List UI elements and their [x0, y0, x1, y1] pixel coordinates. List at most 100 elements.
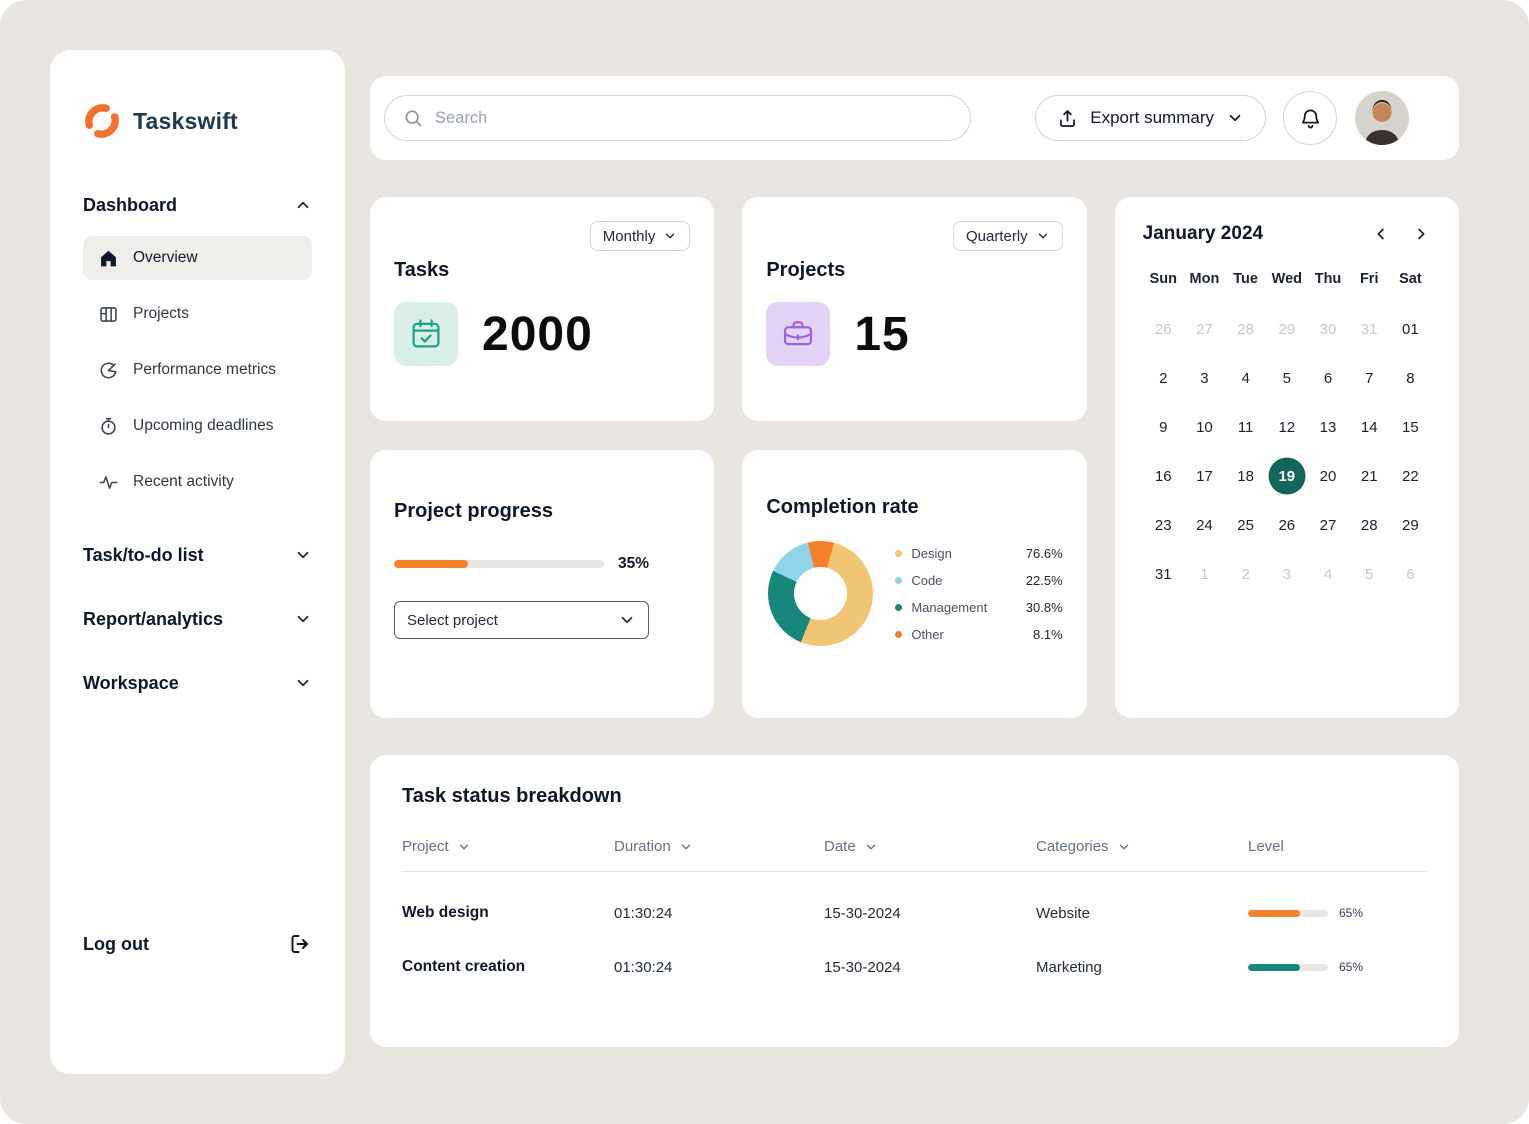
tasks-card: Monthly Tasks 2000	[370, 197, 715, 421]
calendar-day[interactable]: 31	[1360, 320, 1378, 338]
calendar-day[interactable]: 24	[1196, 516, 1213, 534]
calendar-day[interactable]: 2	[1159, 369, 1168, 387]
calendar-day[interactable]: 25	[1237, 516, 1254, 534]
calendar-day[interactable]: 9	[1159, 418, 1168, 436]
calendar-day[interactable]: 7	[1365, 369, 1374, 387]
export-summary-button[interactable]: Export summary	[1035, 95, 1266, 141]
calendar-day[interactable]: 8	[1406, 369, 1415, 387]
calendar-day[interactable]: 5	[1282, 369, 1291, 387]
sidebar-item-performance-metrics[interactable]: Performance metrics	[83, 348, 312, 392]
calendar-weekday: Tue	[1233, 271, 1258, 287]
calendar-day[interactable]: 31	[1154, 565, 1172, 583]
calendar-day[interactable]: 26	[1154, 320, 1172, 338]
calendar-day[interactable]: 10	[1196, 418, 1213, 436]
level-percent: 65%	[1339, 906, 1364, 920]
calendar-day[interactable]: 6	[1406, 565, 1415, 583]
calendar-day-selected[interactable]: 19	[1266, 456, 1307, 496]
calendar-day[interactable]: 26	[1278, 516, 1296, 534]
calendar-day[interactable]: 4	[1323, 565, 1333, 583]
sidebar-section-report[interactable]: Report/analytics	[83, 598, 312, 640]
legend-label: Code	[911, 572, 943, 588]
calendar-next-button[interactable]	[1411, 224, 1431, 244]
calendar-card: January 2024 Sun Mon Tue Wed Thu Fri Sat 26 27 2…	[1114, 197, 1459, 718]
legend-label: Design	[911, 545, 952, 561]
calendar-day[interactable]: 5	[1365, 565, 1374, 583]
calendar-day[interactable]: 1	[1200, 565, 1209, 583]
table-row: Content creation 01:30:24 15-30-2024 Market…	[402, 940, 1427, 994]
search-input[interactable]	[435, 108, 952, 128]
calendar-day[interactable]: 29	[1402, 516, 1419, 534]
completion-rate-card: Completion rate Design 76.6% Code 22.5% Mana…	[742, 450, 1087, 718]
sidebar-item-label: Performance metrics	[133, 361, 276, 378]
column-header-date[interactable]: Date	[824, 838, 1036, 855]
calendar-day[interactable]: 27	[1196, 320, 1213, 338]
logo: Taskswift	[83, 102, 312, 140]
calendar-day[interactable]: 6	[1323, 369, 1333, 387]
column-header-level[interactable]: Level	[1248, 838, 1427, 855]
calendar-grid: 26 27 28 29 30 31 01 2 3 4 5 6 7 8 9 10 11 12 13 14 15 16 17 18…	[1143, 309, 1431, 594]
sidebar-item-recent-activity[interactable]: Recent activity	[83, 460, 312, 504]
calendar-day[interactable]: 12	[1278, 418, 1296, 436]
tasks-period-dropdown[interactable]: Monthly	[589, 221, 691, 251]
calendar-day[interactable]: 20	[1319, 467, 1337, 485]
calendar-day[interactable]: 22	[1402, 467, 1419, 485]
column-header-project[interactable]: Project	[402, 838, 614, 855]
sidebar-section-workspace[interactable]: Workspace	[83, 662, 312, 704]
avatar[interactable]	[1355, 91, 1409, 145]
calendar-day[interactable]: 3	[1282, 565, 1291, 583]
projects-stat-row: 15	[766, 302, 1062, 366]
calendar-day[interactable]: 30	[1319, 320, 1337, 338]
calendar-day[interactable]: 2	[1241, 565, 1250, 583]
notifications-button[interactable]	[1283, 91, 1337, 145]
logout-button[interactable]: Log out	[83, 932, 312, 956]
legend-value: 30.8%	[1025, 599, 1063, 615]
legend-label: Other	[911, 626, 944, 642]
calendar-weekdays: Sun Mon Tue Wed Thu Fri Sat	[1143, 271, 1431, 287]
calendar-day[interactable]: 11	[1237, 418, 1254, 436]
sidebar-item-label: Projects	[133, 305, 189, 322]
main-content: Export summary	[370, 0, 1459, 1124]
column-header-duration[interactable]: Duration	[614, 838, 824, 855]
app-title: Taskswift	[133, 107, 238, 134]
legend-label: Management	[911, 599, 988, 615]
bell-icon	[1299, 107, 1322, 130]
level-cell: 65%	[1248, 960, 1427, 974]
stopwatch-icon	[98, 416, 119, 437]
calendar-day[interactable]: 17	[1196, 467, 1213, 485]
project-progress-title: Project progress	[394, 500, 553, 522]
projects-period-dropdown[interactable]: Quarterly	[952, 221, 1063, 251]
calendar-day[interactable]: 4	[1241, 369, 1250, 387]
level-percent: 65%	[1339, 960, 1364, 974]
calendar-month-title: January 2024	[1142, 223, 1264, 244]
calendar-day[interactable]: 16	[1154, 467, 1172, 485]
calendar-prev-button[interactable]	[1371, 224, 1391, 244]
activity-pulse-icon	[98, 472, 119, 493]
calendar-day[interactable]: 01	[1402, 320, 1419, 338]
table-row: Web design 01:30:24 15-30-2024 Website 65%	[402, 886, 1427, 940]
calendar-day[interactable]: 21	[1360, 467, 1378, 485]
calendar-day[interactable]: 28	[1360, 516, 1378, 534]
sidebar-item-projects[interactable]: Projects	[83, 292, 312, 336]
calendar-day[interactable]: 18	[1237, 467, 1254, 485]
sidebar-section-todo[interactable]: Task/to-do list	[83, 534, 312, 576]
sidebar-item-overview[interactable]: Overview	[83, 236, 312, 280]
legend-item: Design 76.6%	[895, 545, 1063, 561]
calendar-day[interactable]: 13	[1319, 418, 1337, 436]
column-label: Date	[824, 838, 856, 855]
calendar-day[interactable]: 14	[1360, 418, 1378, 436]
calendar-day[interactable]: 27	[1319, 516, 1337, 534]
chevron-down-icon	[1117, 840, 1131, 854]
calendar-day[interactable]: 29	[1278, 320, 1296, 338]
calendar-day[interactable]: 23	[1154, 516, 1172, 534]
progress-bar-row: 35%	[394, 555, 690, 573]
calendar-day[interactable]: 15	[1402, 418, 1419, 436]
sidebar-section-dashboard[interactable]: Dashboard	[83, 184, 312, 226]
calendar-day[interactable]: 3	[1200, 369, 1209, 387]
select-project-dropdown[interactable]: Select project	[394, 601, 649, 639]
calendar-weekday: Thu	[1314, 271, 1342, 287]
calendar-day[interactable]: 28	[1237, 320, 1254, 338]
calendar-weekday: Sat	[1399, 271, 1422, 287]
search-box[interactable]	[384, 95, 971, 141]
column-header-categories[interactable]: Categories	[1036, 838, 1248, 855]
sidebar-item-upcoming-deadlines[interactable]: Upcoming deadlines	[83, 404, 312, 448]
